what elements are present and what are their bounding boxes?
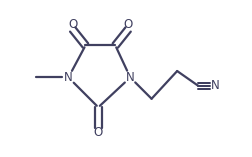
Text: O: O [123, 18, 133, 31]
Text: N: N [211, 79, 220, 92]
Text: O: O [94, 126, 103, 139]
Text: O: O [68, 18, 77, 31]
Text: N: N [64, 71, 73, 84]
Text: N: N [126, 71, 135, 84]
